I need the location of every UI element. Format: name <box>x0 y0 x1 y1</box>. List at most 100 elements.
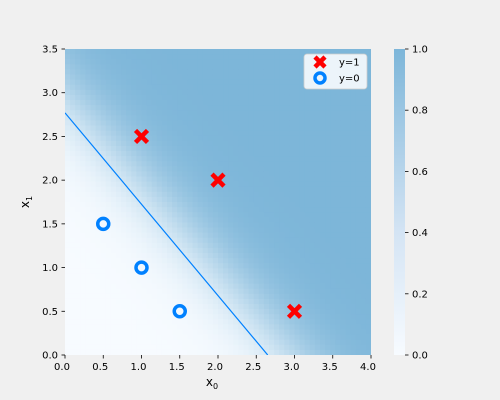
heatmap-cell <box>207 288 214 295</box>
heatmap-cell <box>80 217 86 223</box>
heatmap-cell <box>350 89 357 96</box>
heatmap-cell <box>146 278 153 285</box>
heatmap-cell <box>207 293 214 300</box>
heatmap-cell <box>70 232 76 239</box>
heatmap-cell <box>325 105 331 111</box>
heatmap-cell <box>156 130 163 137</box>
heatmap-cell <box>314 304 321 310</box>
heatmap-cell <box>263 212 270 218</box>
heatmap-cell <box>299 69 306 76</box>
heatmap-cell <box>253 227 260 234</box>
heatmap-cell <box>279 69 285 76</box>
heatmap-cell <box>90 84 97 91</box>
heatmap-cell <box>167 79 173 86</box>
heatmap-cell <box>228 334 234 341</box>
heatmap-cell <box>284 181 290 188</box>
heatmap-cell <box>289 202 296 208</box>
heatmap-cell <box>161 207 168 213</box>
heatmap-cell <box>279 166 285 172</box>
heatmap-cell <box>320 110 326 116</box>
heatmap-cell <box>90 217 97 223</box>
heatmap-cell <box>192 69 199 76</box>
heatmap-cell <box>95 181 102 188</box>
heatmap-cell <box>355 151 362 157</box>
heatmap-cell <box>320 278 326 285</box>
heatmap-cell <box>304 196 311 203</box>
heatmap-cell <box>121 105 127 111</box>
heatmap-cell <box>365 349 371 355</box>
heatmap-cell <box>110 298 117 305</box>
heatmap-cell <box>65 156 71 162</box>
heatmap-cell <box>269 89 275 96</box>
heatmap-cell <box>131 263 137 269</box>
heatmap-cell <box>75 151 81 157</box>
heatmap-cell <box>243 293 250 300</box>
heatmap-cell <box>223 207 229 213</box>
heatmap-cell <box>182 349 188 355</box>
heatmap-cell <box>156 191 163 198</box>
heatmap-cell <box>325 222 331 229</box>
heatmap-cell <box>197 334 204 341</box>
heatmap-cell <box>284 79 290 86</box>
heatmap-cell <box>116 69 122 76</box>
heatmap-cell <box>345 191 352 198</box>
heatmap-cell <box>279 59 285 65</box>
heatmap-cell <box>167 94 173 101</box>
heatmap-cell <box>182 196 188 203</box>
heatmap-cell <box>279 293 285 300</box>
heatmap-cell <box>223 268 229 274</box>
heatmap-cell <box>126 130 132 137</box>
heatmap-cell <box>263 125 270 132</box>
heatmap-cell <box>80 176 86 183</box>
heatmap-cell <box>304 212 311 218</box>
heatmap-cell <box>309 191 316 198</box>
heatmap-cell <box>146 74 153 81</box>
heatmap-cell <box>151 334 158 341</box>
heatmap-cell <box>100 74 107 81</box>
heatmap-cell <box>172 242 178 249</box>
heatmap-cell <box>187 115 194 121</box>
heatmap-cell <box>228 288 234 295</box>
heatmap-cell <box>156 89 163 96</box>
heatmap-cell <box>70 278 76 285</box>
heatmap-cell <box>85 151 92 157</box>
heatmap-cell <box>289 100 296 106</box>
heatmap-cell <box>75 54 81 60</box>
heatmap-cell <box>126 151 132 157</box>
heatmap-cell <box>325 253 331 259</box>
heatmap-cell <box>202 79 209 86</box>
heatmap-cell <box>335 161 341 167</box>
heatmap-cell <box>284 253 290 259</box>
heatmap-cell <box>65 314 71 320</box>
heatmap-cell <box>167 283 173 290</box>
heatmap-cell <box>121 120 127 127</box>
heatmap-cell <box>146 273 153 280</box>
heatmap-cell <box>212 69 219 76</box>
heatmap-cell <box>202 242 209 249</box>
heatmap-cell <box>258 105 265 111</box>
heatmap-cell <box>223 186 229 193</box>
heatmap-cell <box>172 314 178 320</box>
heatmap-cell <box>263 324 270 331</box>
heatmap-cell <box>136 247 143 254</box>
heatmap-cell <box>116 59 122 65</box>
heatmap-cell <box>90 54 97 60</box>
heatmap-cell <box>116 349 122 355</box>
heatmap-cell <box>110 237 117 244</box>
heatmap-cell <box>126 314 132 320</box>
heatmap-cell <box>340 273 347 280</box>
x-tick-label: 0.0 <box>54 362 70 373</box>
heatmap-cell <box>141 334 148 341</box>
heatmap-cell <box>218 207 224 213</box>
heatmap-cell <box>202 273 209 280</box>
heatmap-cell <box>197 161 204 167</box>
heatmap-cell <box>116 278 122 285</box>
heatmap-cell <box>263 344 270 351</box>
heatmap-cell <box>228 344 234 351</box>
heatmap-cell <box>207 212 214 218</box>
heatmap-cell <box>279 84 285 91</box>
heatmap-cell <box>131 329 137 336</box>
heatmap-cell <box>156 349 163 355</box>
heatmap-cell <box>80 110 86 116</box>
